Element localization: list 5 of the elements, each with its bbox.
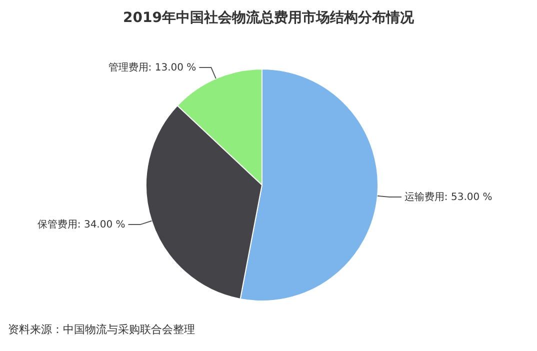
text: 资料来源：中国物流与采购联合会整理	[8, 323, 195, 336]
chart-title: 2019年中国社会物流总费用市场结构分布情况	[123, 9, 415, 26]
slice-label: 运输费用: 53.00 %	[404, 191, 492, 204]
slice-label: 保管费用: 34.00 %	[37, 218, 126, 231]
slice-label: 管理费用: 13.00 %	[108, 62, 196, 74]
